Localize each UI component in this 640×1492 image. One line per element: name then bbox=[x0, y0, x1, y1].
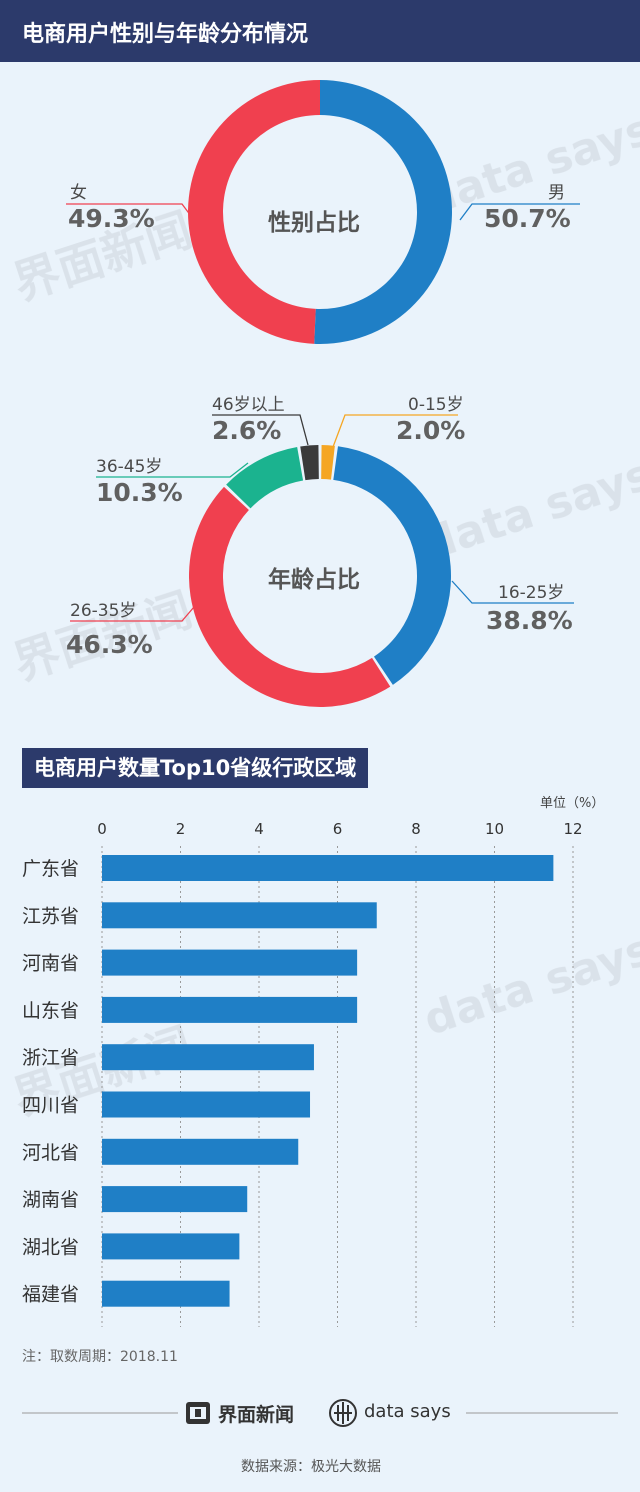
category-label: 四川省 bbox=[22, 1095, 79, 1117]
leader-line-46plus bbox=[212, 414, 309, 446]
category-label: 山东省 bbox=[22, 1000, 79, 1022]
x-tick-label: 2 bbox=[176, 820, 186, 838]
unit-label: 单位（%） bbox=[540, 796, 605, 811]
donut-slice bbox=[300, 445, 319, 481]
leader-line-female bbox=[66, 203, 195, 221]
age-donut-chart bbox=[70, 414, 574, 707]
age-pct-16-25: 38.8% bbox=[486, 606, 573, 635]
age-label-46plus: 46岁以上 bbox=[212, 395, 285, 415]
header-band bbox=[0, 0, 640, 62]
female-label: 女 bbox=[70, 183, 87, 203]
x-tick-label: 10 bbox=[485, 820, 504, 838]
x-tick-label: 8 bbox=[411, 820, 421, 838]
bar bbox=[102, 1091, 311, 1118]
leader-line-26-35 bbox=[70, 606, 195, 622]
x-tick-label: 12 bbox=[563, 820, 582, 838]
footer-brand-bar bbox=[22, 1399, 618, 1427]
female-pct: 49.3% bbox=[68, 204, 155, 233]
category-label: 广东省 bbox=[22, 858, 79, 880]
period-note: 注：取数周期：2018.11 bbox=[22, 1349, 178, 1365]
age-pct-26-35: 46.3% bbox=[66, 630, 153, 659]
bar bbox=[102, 996, 358, 1023]
category-label: 河北省 bbox=[22, 1142, 79, 1164]
bar bbox=[102, 902, 377, 929]
footer-brand-en: data says bbox=[364, 1401, 451, 1422]
category-label: 江苏省 bbox=[22, 905, 79, 927]
age-label-26-35: 26-35岁 bbox=[70, 601, 137, 621]
category-label: 河南省 bbox=[22, 953, 79, 975]
donut-slice bbox=[226, 447, 304, 509]
bar bbox=[102, 1186, 248, 1213]
x-tick-label: 0 bbox=[97, 820, 107, 838]
leader-line-male bbox=[459, 203, 580, 221]
age-label-36-45: 36-45岁 bbox=[96, 457, 163, 477]
gender-donut-chart bbox=[66, 80, 580, 345]
bar bbox=[102, 1280, 230, 1307]
category-label: 浙江省 bbox=[22, 1047, 79, 1069]
age-center-label: 年龄占比 bbox=[268, 567, 360, 593]
jiemian-logo-icon bbox=[186, 1402, 210, 1424]
bar bbox=[102, 855, 554, 881]
bar bbox=[102, 1044, 314, 1071]
datasays-logo-icon bbox=[329, 1399, 357, 1427]
age-label-16-25: 16-25岁 bbox=[498, 583, 565, 603]
x-tick-label: 4 bbox=[254, 820, 264, 838]
age-pct-46plus: 2.6% bbox=[212, 416, 282, 445]
donut-slice bbox=[314, 80, 453, 345]
footer-brand-cn: 界面新闻 bbox=[218, 1404, 295, 1426]
category-label: 湖南省 bbox=[22, 1189, 79, 1211]
gender-center-label: 性别占比 bbox=[268, 210, 360, 236]
leader-line-0-15 bbox=[332, 414, 458, 448]
bar bbox=[102, 949, 358, 976]
leader-line-36-45 bbox=[96, 462, 249, 478]
donut-slice bbox=[333, 446, 451, 685]
age-label-0-15: 0-15岁 bbox=[408, 395, 464, 415]
page-title: 电商用户性别与年龄分布情况 bbox=[22, 22, 309, 47]
donut-slice bbox=[188, 80, 320, 344]
donut-slice bbox=[189, 486, 391, 707]
bar-section-title: 电商用户数量Top10省级行政区域 bbox=[22, 748, 369, 788]
data-source: 数据来源：极光大数据 bbox=[241, 1459, 381, 1475]
leader-line-16-25 bbox=[451, 580, 574, 604]
x-tick-label: 6 bbox=[333, 820, 343, 838]
age-pct-36-45: 10.3% bbox=[96, 478, 183, 507]
age-pct-0-15: 2.0% bbox=[396, 416, 466, 445]
bar bbox=[102, 1233, 240, 1260]
bar bbox=[102, 1138, 299, 1165]
category-label: 福建省 bbox=[22, 1284, 79, 1306]
donut-slice bbox=[321, 445, 335, 480]
male-label: 男 bbox=[548, 183, 565, 203]
category-label: 湖北省 bbox=[22, 1236, 79, 1258]
male-pct: 50.7% bbox=[484, 204, 571, 233]
